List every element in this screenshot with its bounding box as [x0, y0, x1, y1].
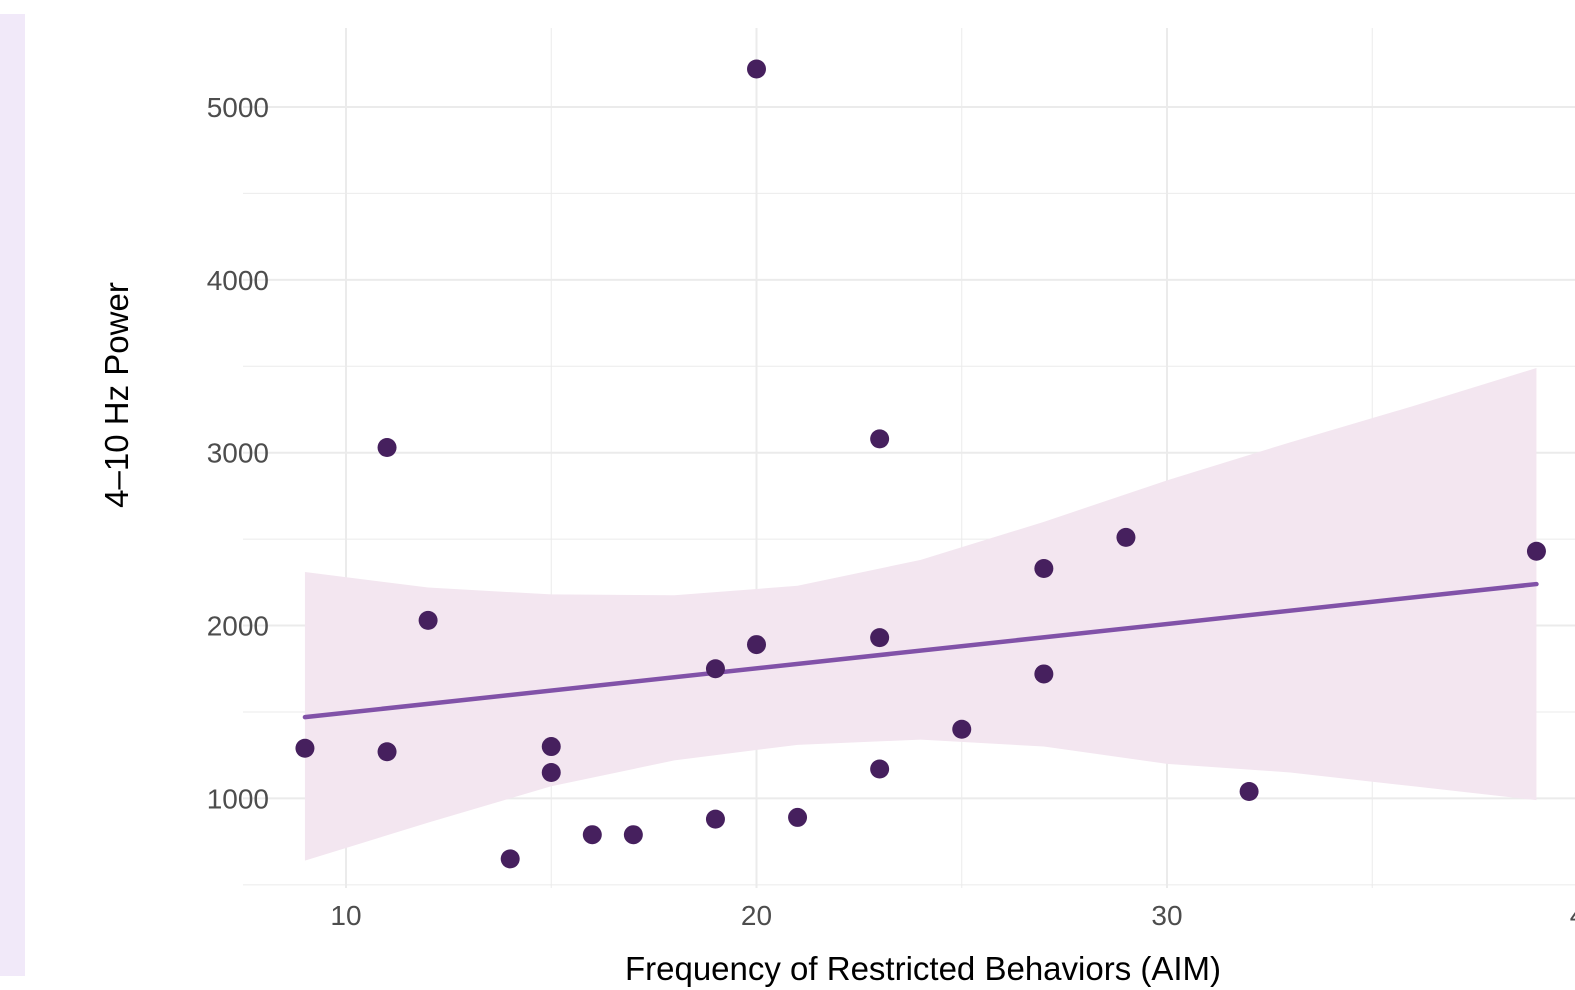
confidence-band-layer: [304, 368, 1537, 861]
x-tick-label: 20: [741, 900, 772, 931]
data-point: [788, 807, 808, 827]
confidence-band: [304, 368, 1537, 861]
data-point: [1116, 527, 1136, 547]
data-point: [952, 719, 972, 739]
data-point: [377, 438, 397, 458]
data-point: [747, 635, 766, 655]
y-tick-label: 5000: [207, 92, 269, 123]
data-point: [295, 738, 315, 758]
fit-line-layer: [302, 581, 1539, 720]
data-point: [377, 742, 397, 762]
data-point: [541, 762, 561, 782]
data-point: [623, 825, 643, 845]
y-tick-label: 4000: [207, 265, 269, 296]
y-axis-title: 4–10 Hz Power: [98, 282, 135, 508]
data-point: [705, 659, 725, 679]
data-point: [1034, 664, 1054, 684]
x-tick-labels: 10 20 30 4: [330, 900, 1575, 931]
data-point: [870, 628, 890, 648]
data-point: [582, 825, 602, 845]
points-layer: [295, 59, 1546, 869]
y-tick-labels: 1000 2000 3000 4000 5000: [207, 92, 269, 814]
data-point: [705, 809, 725, 829]
data-point: [500, 849, 520, 869]
x-tick-label: 10: [330, 900, 361, 931]
y-tick-label: 2000: [207, 611, 269, 642]
data-point: [747, 59, 766, 79]
y-tick-label: 3000: [207, 438, 269, 469]
x-tick-label: 4: [1570, 900, 1575, 931]
y-tick-label: 1000: [207, 783, 269, 814]
data-point: [870, 759, 890, 779]
data-point: [1526, 541, 1546, 561]
data-point: [418, 610, 438, 630]
left-strip: [0, 14, 25, 976]
x-tick-label: 30: [1151, 900, 1182, 931]
x-axis-title: Frequency of Restricted Behaviors (AIM): [625, 950, 1221, 987]
data-point: [870, 429, 890, 449]
data-point: [1034, 559, 1054, 579]
data-point: [1239, 781, 1259, 801]
regression-line: [302, 581, 1539, 720]
data-point: [541, 737, 561, 757]
